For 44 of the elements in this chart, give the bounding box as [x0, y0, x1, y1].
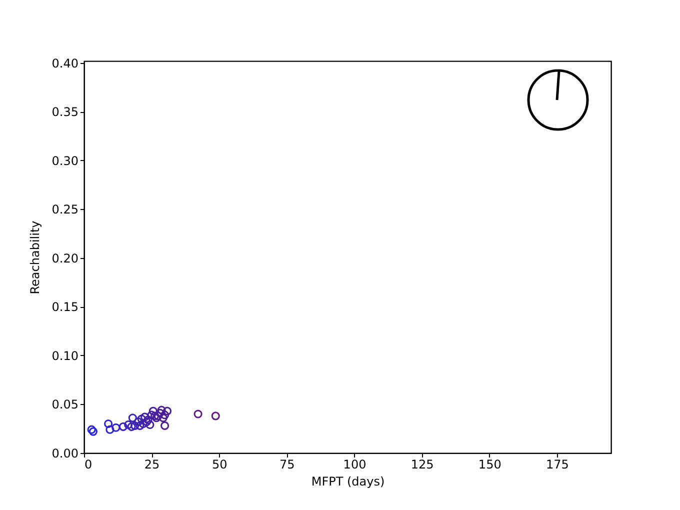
point [157, 406, 166, 414]
point [112, 423, 120, 432]
x-tick-label: 75 [280, 458, 295, 472]
y-tick-label: 0.00 [52, 446, 78, 460]
point [137, 414, 146, 424]
point [134, 418, 143, 426]
point [124, 420, 133, 429]
point [87, 425, 96, 434]
point [118, 422, 128, 431]
point [211, 412, 220, 420]
y-tick-label: 0.30 [52, 154, 78, 168]
point [127, 422, 136, 431]
point [148, 406, 158, 416]
x-tick-label: 25 [144, 458, 160, 472]
point [130, 421, 140, 430]
x-tick-label: 175 [546, 458, 569, 472]
y-tick-label: 0.05 [52, 398, 78, 412]
x-tick-label: 0 [84, 458, 92, 472]
point [138, 419, 148, 428]
point [162, 406, 172, 416]
y-tick-label: 0.15 [52, 300, 78, 314]
y-tick-label: 0.10 [52, 348, 78, 363]
point [158, 414, 168, 422]
point [88, 427, 98, 436]
point [146, 420, 154, 429]
x-tick-label: 100 [343, 458, 366, 472]
point [160, 421, 170, 430]
y-tick-label: 0.25 [52, 202, 78, 217]
point [160, 410, 170, 420]
point [140, 412, 150, 422]
point [147, 410, 156, 420]
point [128, 414, 137, 422]
x-tick-label: 50 [212, 458, 228, 472]
x-axis-title: MFPT (days) [311, 474, 385, 488]
point [104, 419, 113, 428]
y-axis-title: Reachability [28, 220, 42, 294]
y-tick-label: 0.35 [52, 105, 78, 120]
y-tick-label: 0.20 [52, 251, 78, 266]
x-tick-label: 150 [478, 458, 502, 472]
x-tick-label: 125 [410, 458, 434, 472]
point [136, 421, 144, 430]
y-tick-label: 0.40 [52, 56, 78, 70]
point [106, 425, 114, 434]
point [194, 410, 202, 418]
